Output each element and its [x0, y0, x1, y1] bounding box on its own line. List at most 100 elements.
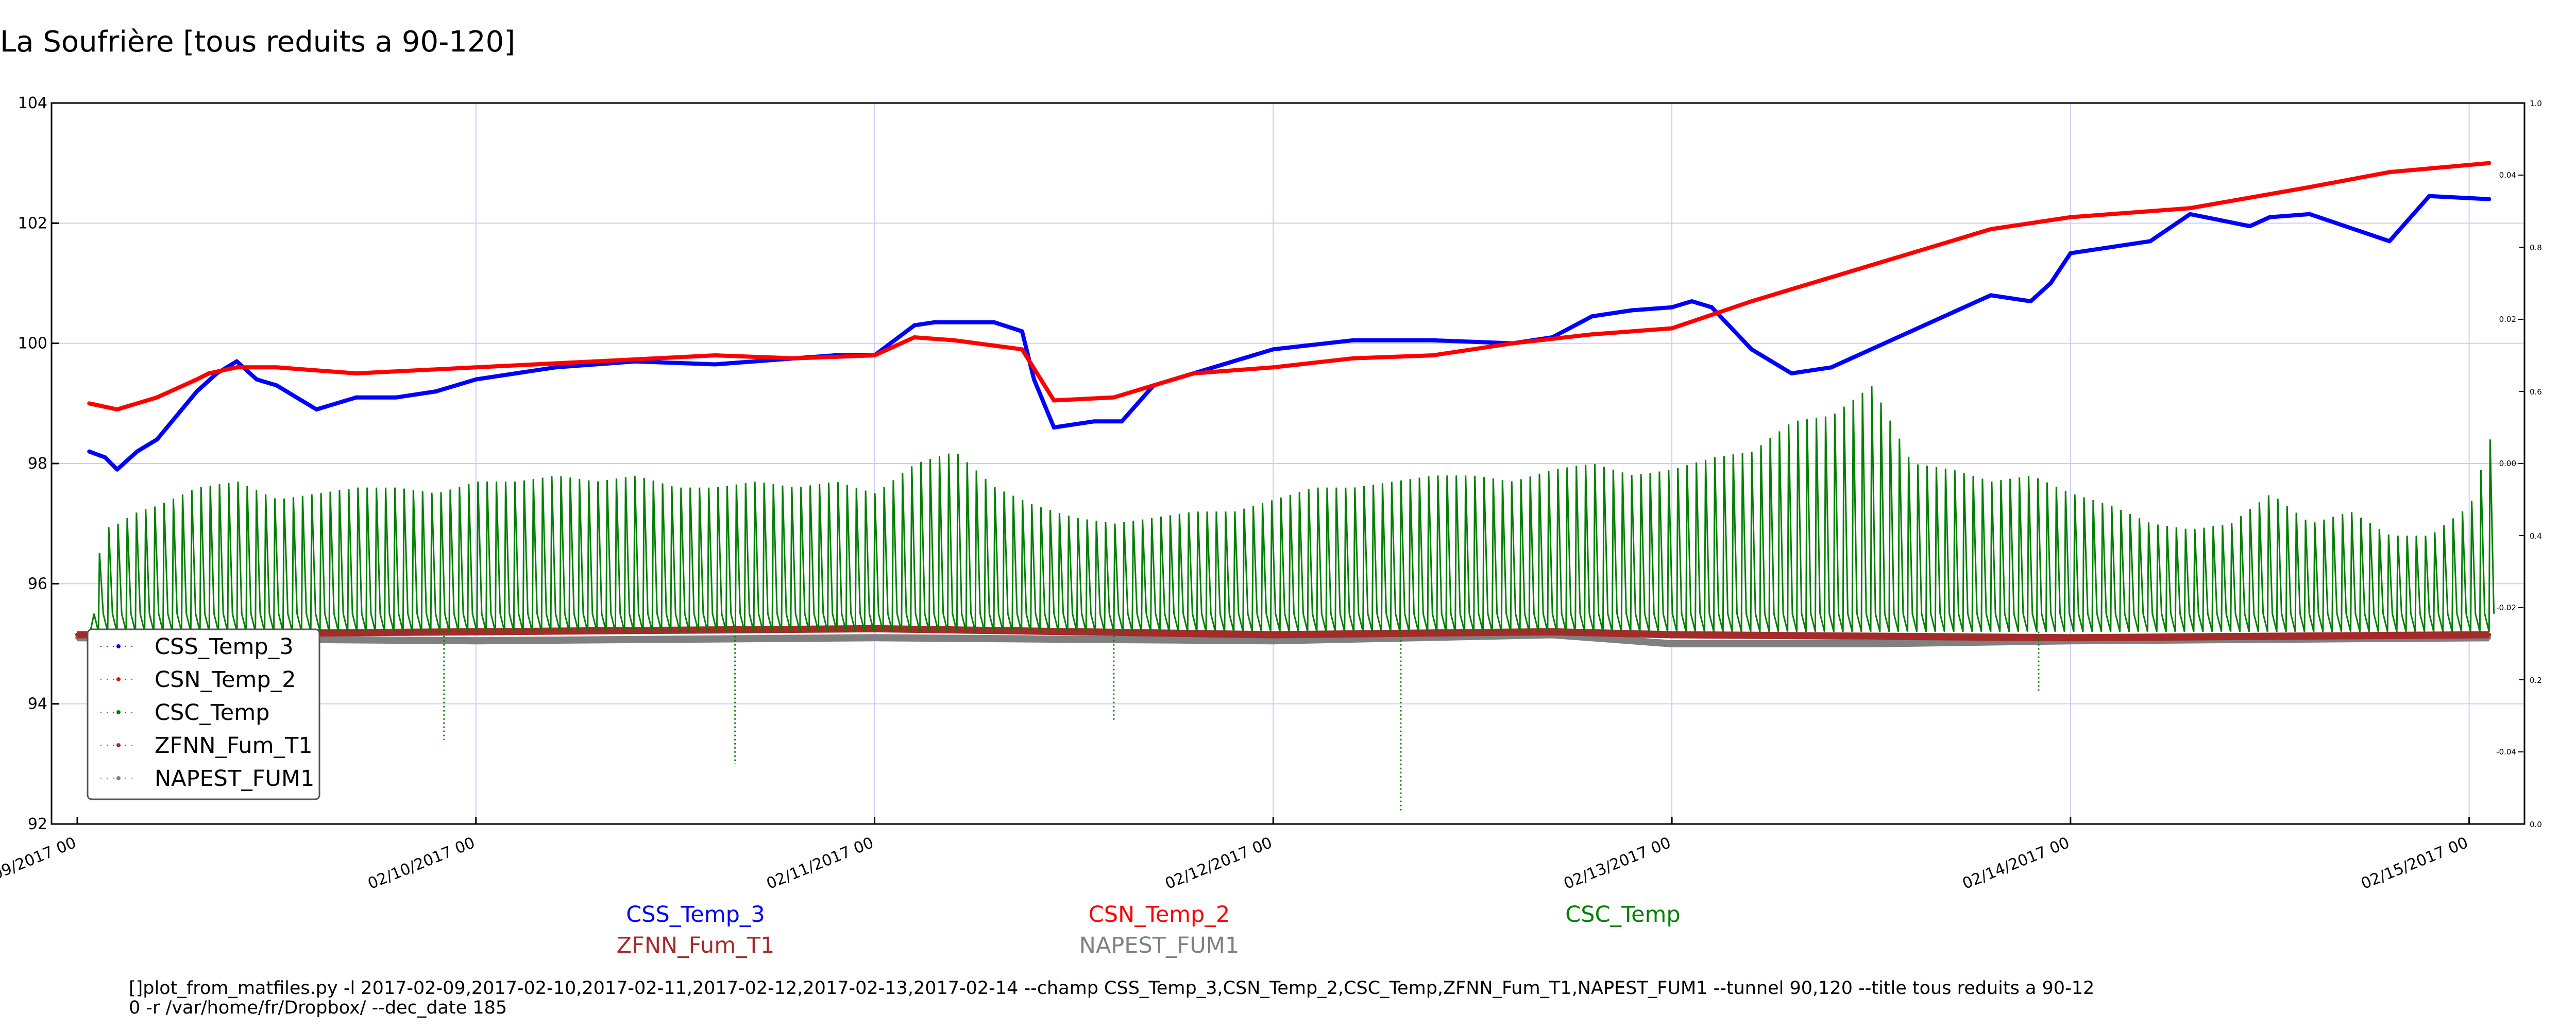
data-point	[1510, 341, 1515, 346]
data-point	[872, 636, 877, 640]
legend-marker	[116, 677, 121, 681]
data-point	[1120, 419, 1124, 424]
x-tick-label: 02/14/2017 00	[1960, 834, 2072, 893]
data-point	[1989, 293, 1993, 298]
right-tick-label: 0.4	[2530, 531, 2542, 541]
chart-title: La Soufrière [tous reduits a 90-120]	[0, 25, 515, 59]
data-point	[2068, 215, 2073, 219]
y-tick-label: 92	[28, 815, 47, 833]
data-point	[274, 383, 279, 388]
data-point	[2387, 239, 2392, 244]
data-point	[334, 401, 338, 406]
legend-marker	[116, 776, 121, 780]
right-tick-label: 1.0	[2530, 99, 2542, 108]
data-point	[2068, 636, 2073, 640]
data-point	[2308, 212, 2312, 216]
data-point	[1052, 425, 1056, 430]
y-tick-label: 98	[28, 455, 47, 473]
data-point	[2387, 170, 2392, 175]
data-point	[2487, 197, 2492, 201]
data-point	[1271, 347, 1276, 352]
y-tick-label: 96	[28, 575, 47, 593]
data-point	[1550, 629, 1554, 634]
data-point	[274, 365, 279, 370]
data-point	[155, 395, 159, 400]
data-point	[2267, 215, 2272, 219]
legend-marker	[116, 644, 121, 648]
command-line-2: 0 -r /var/home/fr/Dropbox/ --dec_date 18…	[129, 998, 507, 1018]
data-point	[1092, 419, 1096, 424]
data-point	[255, 377, 259, 382]
data-point	[2148, 239, 2153, 244]
series-CSN_Temp_2	[87, 161, 2492, 411]
x-axis: 02/09/2017 00 02/10/2017 00 02/11/2017 00 0…	[0, 817, 2471, 893]
data-point	[1351, 338, 1355, 342]
data-point	[514, 371, 518, 375]
data-point	[294, 395, 299, 400]
data-point	[115, 407, 120, 411]
legend-box	[87, 628, 320, 800]
data-point	[1590, 314, 1595, 319]
data-point	[2308, 185, 2312, 190]
data-point	[2048, 281, 2053, 285]
data-point	[932, 320, 937, 324]
data-point	[1052, 398, 1056, 403]
data-point	[1271, 632, 1276, 637]
right-tick-label: 0.8	[2530, 243, 2542, 252]
series-CSS_Temp_3	[87, 194, 2492, 472]
data-point	[1749, 299, 1754, 303]
x-tick-label: 02/11/2017 00	[764, 834, 876, 893]
x-tick-label: 02/09/2017 00	[0, 834, 79, 893]
data-point	[1909, 329, 1913, 334]
data-point	[87, 401, 92, 406]
data-point	[1670, 326, 1674, 331]
legend-label: CSS_Temp_3	[155, 634, 294, 660]
x-tick-label: 02/10/2017 00	[365, 834, 478, 893]
data-point	[473, 377, 478, 382]
data-point	[792, 356, 797, 360]
data-point	[1670, 632, 1674, 637]
y-tick-label: 94	[28, 695, 47, 713]
data-point	[434, 389, 438, 393]
data-point	[195, 377, 199, 382]
data-point	[1709, 305, 1714, 310]
y-tick-label: 104	[18, 94, 47, 112]
data-point	[195, 389, 199, 393]
data-point	[87, 449, 92, 454]
data-point	[1430, 353, 1435, 357]
data-point	[912, 335, 917, 339]
data-point	[1749, 347, 1754, 352]
data-point	[473, 365, 478, 370]
series-label-row: CSS_Temp_3 CSN_Temp_2 CSC_Temp ZFNN_Fum_T1 N…	[617, 902, 1681, 958]
legend-marker	[116, 710, 121, 714]
legend-marker	[116, 743, 121, 747]
series-name-label: ZFNN_Fum_T1	[617, 933, 775, 958]
command-line-1: []plot_from_matfiles.py -l 2017-02-09,20…	[129, 978, 2094, 999]
data-point	[1829, 365, 1834, 370]
data-point	[2248, 224, 2252, 229]
data-point	[713, 362, 718, 367]
data-point	[1670, 305, 1674, 310]
data-point	[1020, 347, 1024, 352]
data-point	[1020, 329, 1024, 334]
x-tick-label: 02/12/2017 00	[1163, 834, 1275, 893]
data-point	[75, 632, 79, 637]
data-point	[553, 365, 558, 370]
data-point	[234, 359, 239, 364]
legend-label: NAPEST_FUM1	[155, 766, 314, 792]
data-point	[1351, 356, 1355, 360]
data-point	[2188, 206, 2192, 211]
legend-label: CSC_Temp	[155, 700, 269, 726]
data-point	[314, 368, 319, 373]
data-point	[1111, 395, 1116, 400]
data-point	[872, 353, 877, 357]
y-tick-label: 100	[18, 335, 47, 353]
data-point	[473, 639, 478, 643]
data-point	[354, 371, 359, 375]
data-point	[103, 455, 108, 460]
series-CSC_Temp	[89, 386, 2495, 812]
y-axis: 92 94 96 98 100 102 104	[18, 94, 59, 833]
series-layer	[75, 161, 2495, 812]
right-inner-tick-label: 0.04	[2499, 170, 2516, 180]
